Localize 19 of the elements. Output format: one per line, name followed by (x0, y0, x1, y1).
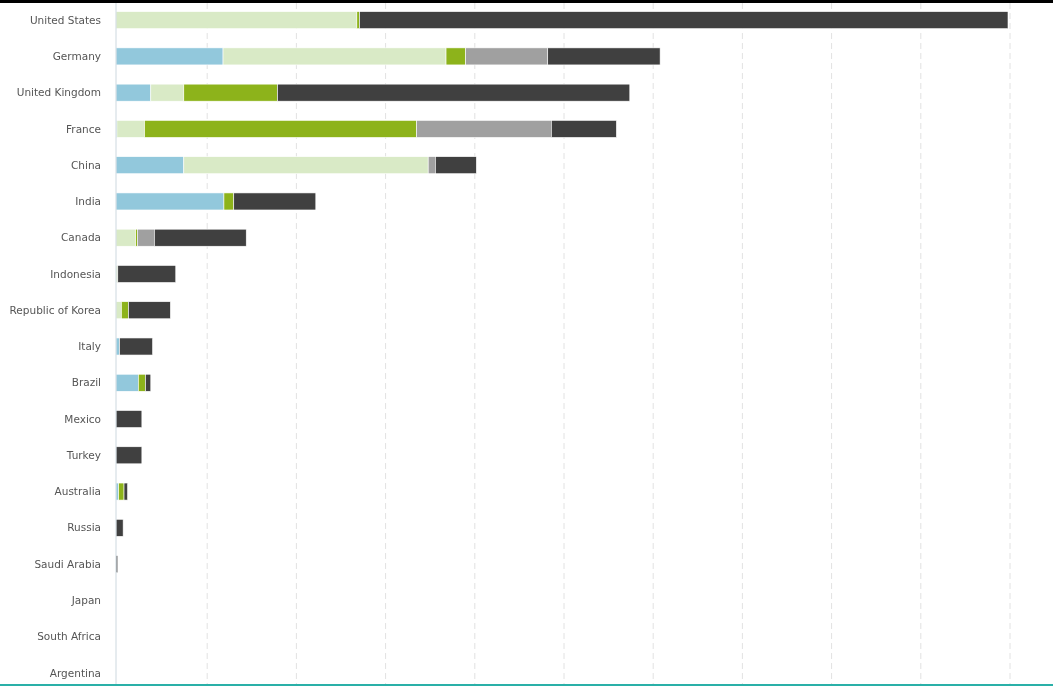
y-tick-label: China (71, 158, 101, 171)
y-tick-label: Japan (70, 594, 101, 607)
y-tick-label: Republic of Korea (9, 303, 101, 316)
y-tick-label: Australia (54, 485, 101, 498)
y-tick-label: France (66, 122, 101, 135)
y-tick-label: Russia (67, 521, 101, 534)
y-tick-label: Mexico (64, 412, 101, 425)
y-tick-label: United Kingdom (16, 86, 101, 99)
y-tick-label: Indonesia (50, 267, 101, 280)
y-tick-label: Germany (52, 50, 101, 63)
y-tick-label: Argentina (49, 666, 101, 679)
y-tick-label: Canada (61, 231, 101, 244)
y-tick-label: South Africa (37, 630, 101, 643)
y-tick-label: India (75, 195, 101, 208)
y-tick-label: United States (29, 13, 101, 26)
y-tick-label: Italy (78, 340, 101, 353)
y-tick-label: Turkey (65, 448, 101, 461)
y-tick-label: Saudi Arabia (34, 557, 101, 570)
y-tick-label: Brazil (71, 376, 101, 389)
